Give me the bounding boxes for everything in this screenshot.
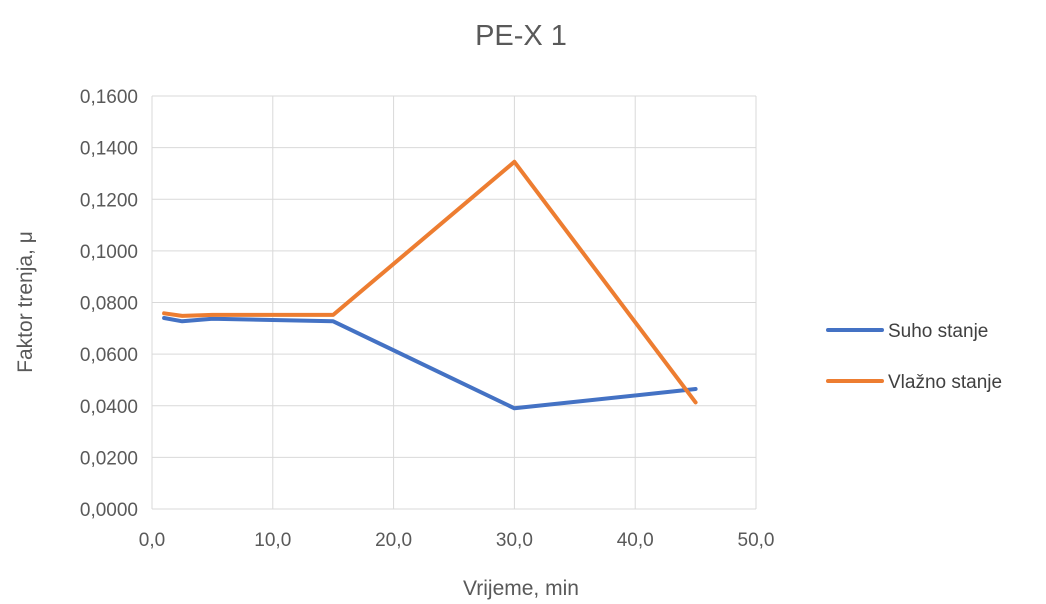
y-axis-ticks: 0,0000 0,0200 0,0400 0,0600 0,0800 0,1000 0,12… [80, 87, 138, 521]
x-tick-label: 10,0 [254, 530, 291, 551]
y-tick-label: 0,1000 [80, 242, 138, 263]
x-tick-label: 40,0 [617, 530, 654, 551]
chart-title: PE-X 1 [475, 20, 567, 52]
y-tick-label: 0,0200 [80, 448, 138, 469]
legend: Suho stanje Vlažno stanje [826, 321, 1002, 393]
legend-item-1: Suho stanje [826, 321, 988, 342]
y-tick-label: 0,0400 [80, 397, 138, 418]
x-tick-label: 50,0 [738, 530, 775, 551]
legend-label: Suho stanje [888, 321, 988, 342]
y-tick-label: 0,1400 [80, 139, 138, 160]
gridlines [151, 95, 757, 510]
x-axis-title: Vrijeme, min [463, 577, 579, 600]
y-tick-label: 0,0000 [80, 500, 138, 521]
legend-item-2: Vlažno stanje [826, 372, 1002, 393]
x-tick-label: 20,0 [375, 530, 412, 551]
series-line-1 [162, 316, 698, 411]
x-tick-label: 0,0 [139, 530, 165, 551]
y-tick-label: 0,1600 [80, 87, 138, 108]
x-tick-label: 30,0 [496, 530, 533, 551]
x-axis-ticks: 0,0 10,0 20,0 30,0 40,0 50,0 [139, 530, 775, 551]
series-lines [162, 159, 698, 411]
y-tick-label: 0,0800 [80, 294, 138, 315]
series-line-2 [162, 159, 698, 405]
y-axis-title: Faktor trenja, μ [14, 231, 37, 373]
y-tick-label: 0,1200 [80, 190, 138, 211]
y-tick-label: 0,0600 [80, 345, 138, 366]
legend-label: Vlažno stanje [888, 372, 1002, 393]
